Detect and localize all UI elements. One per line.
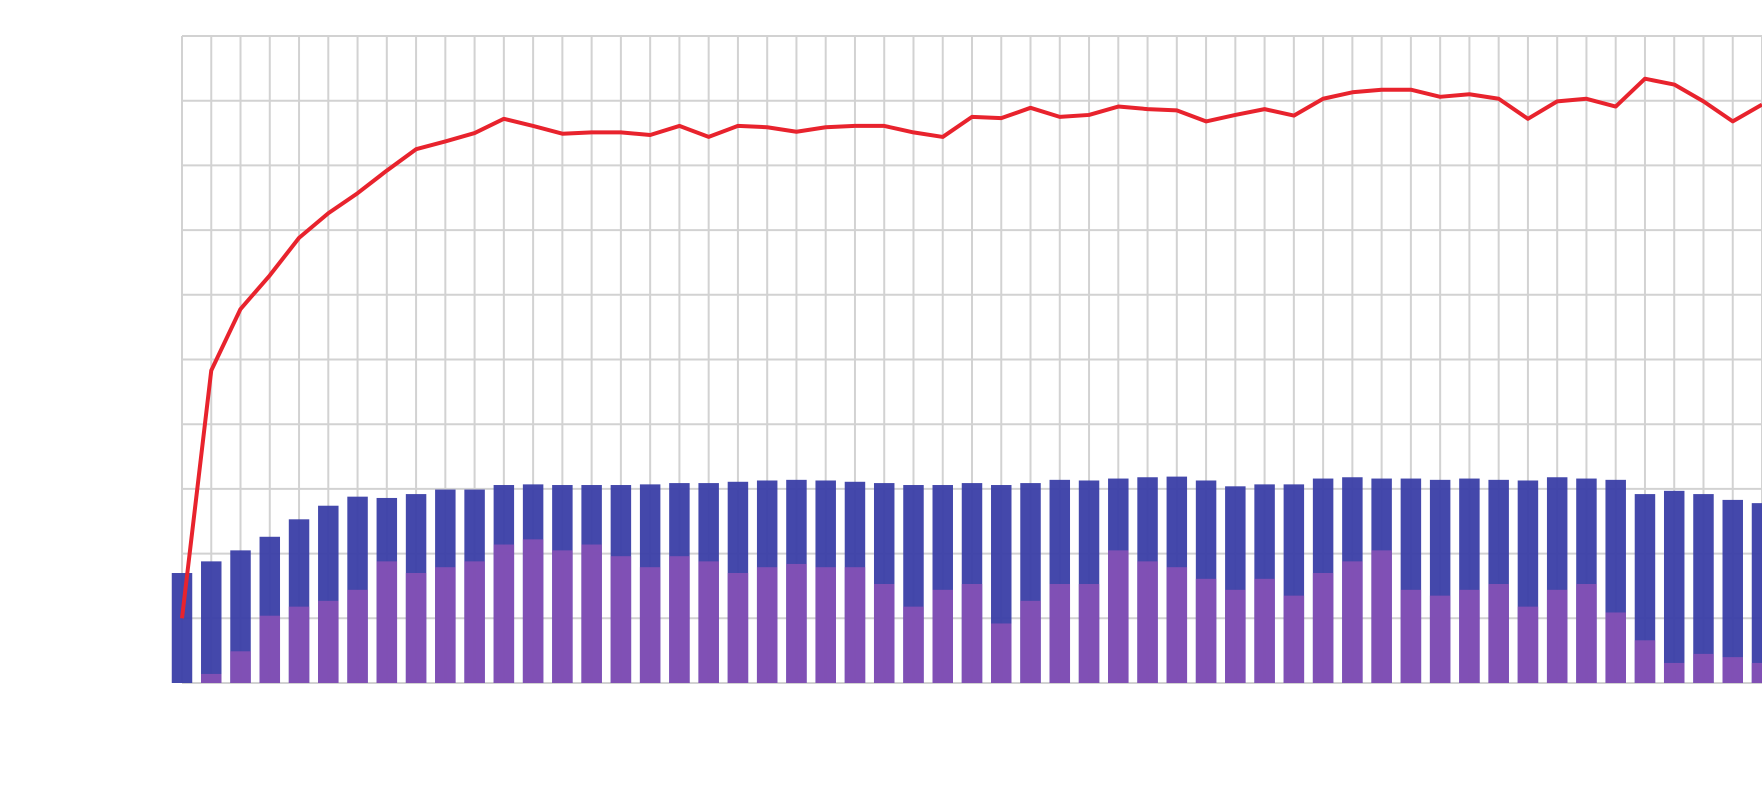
bar	[932, 589, 953, 683]
bar	[1283, 595, 1305, 683]
bar	[347, 589, 368, 683]
bar	[1605, 612, 1626, 683]
bar	[1751, 503, 1762, 683]
bar	[1195, 578, 1217, 683]
bar	[1546, 589, 1568, 683]
bar	[493, 544, 515, 683]
bar	[1517, 606, 1539, 683]
bar	[522, 539, 544, 683]
bar	[1049, 584, 1071, 683]
bar	[1663, 490, 1685, 683]
bar	[1371, 550, 1392, 683]
bar	[552, 550, 573, 683]
bar	[1663, 662, 1685, 683]
bar	[786, 563, 807, 683]
bar	[1312, 573, 1334, 683]
bar	[639, 567, 661, 683]
bar	[259, 615, 281, 683]
bar	[727, 573, 749, 683]
line	[180, 76, 1762, 619]
bar	[201, 561, 222, 683]
bar	[1693, 653, 1714, 683]
bar	[318, 600, 339, 683]
bar	[201, 673, 222, 683]
bar	[1078, 584, 1100, 683]
bar	[435, 567, 456, 683]
bar	[698, 561, 719, 683]
bar	[1634, 494, 1656, 683]
bar	[171, 573, 193, 683]
bar	[1400, 589, 1422, 683]
bar	[230, 550, 251, 683]
bar	[669, 556, 690, 683]
bar	[230, 651, 251, 683]
bar	[1576, 584, 1597, 683]
bar	[1429, 595, 1451, 683]
bar	[405, 573, 427, 683]
bar	[815, 567, 836, 683]
bar	[1693, 494, 1714, 683]
bar	[873, 584, 895, 683]
bar	[756, 567, 778, 683]
bar	[991, 623, 1012, 683]
bar	[1108, 550, 1129, 683]
bar	[376, 561, 398, 683]
bar	[1342, 561, 1363, 683]
bar	[1751, 662, 1762, 683]
bar	[1459, 589, 1480, 683]
bar	[1722, 499, 1743, 683]
bar	[581, 544, 602, 683]
bar	[1634, 640, 1656, 683]
bar	[903, 606, 924, 683]
bar	[1137, 561, 1158, 683]
bar	[844, 567, 866, 683]
bar	[1722, 657, 1743, 683]
bar	[1166, 567, 1188, 683]
bar	[464, 561, 485, 683]
bar	[288, 606, 310, 683]
bar	[1225, 589, 1246, 683]
bar	[961, 584, 983, 683]
bar	[610, 556, 632, 683]
bar	[1488, 584, 1509, 683]
bar	[1254, 578, 1275, 683]
bar	[1020, 600, 1041, 683]
